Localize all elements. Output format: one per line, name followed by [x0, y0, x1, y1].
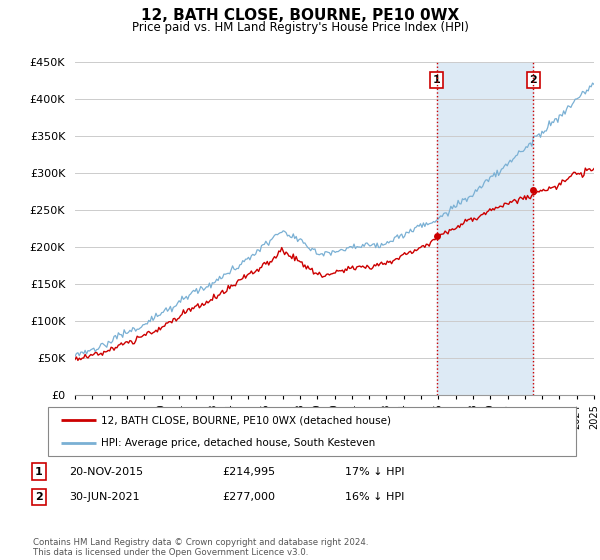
Text: 12, BATH CLOSE, BOURNE, PE10 0WX (detached house): 12, BATH CLOSE, BOURNE, PE10 0WX (detach… [101, 416, 391, 426]
Text: 12, BATH CLOSE, BOURNE, PE10 0WX: 12, BATH CLOSE, BOURNE, PE10 0WX [141, 8, 459, 24]
Text: 20-NOV-2015: 20-NOV-2015 [69, 466, 143, 477]
Text: 17% ↓ HPI: 17% ↓ HPI [345, 466, 404, 477]
Text: 1: 1 [35, 466, 43, 477]
Bar [437, 62, 533, 395]
Text: 30-JUN-2021: 30-JUN-2021 [69, 492, 140, 502]
Text: 2: 2 [35, 492, 43, 502]
Text: Contains HM Land Registry data © Crown copyright and database right 2024.
This d: Contains HM Land Registry data © Crown c… [33, 538, 368, 557]
Text: 1: 1 [433, 75, 440, 85]
Text: £277,000: £277,000 [222, 492, 275, 502]
Text: HPI: Average price, detached house, South Kesteven: HPI: Average price, detached house, Sout… [101, 438, 375, 448]
Text: 2: 2 [530, 75, 538, 85]
Text: £214,995: £214,995 [222, 466, 275, 477]
Text: Price paid vs. HM Land Registry's House Price Index (HPI): Price paid vs. HM Land Registry's House … [131, 21, 469, 34]
Text: 16% ↓ HPI: 16% ↓ HPI [345, 492, 404, 502]
FancyBboxPatch shape [48, 407, 576, 456]
